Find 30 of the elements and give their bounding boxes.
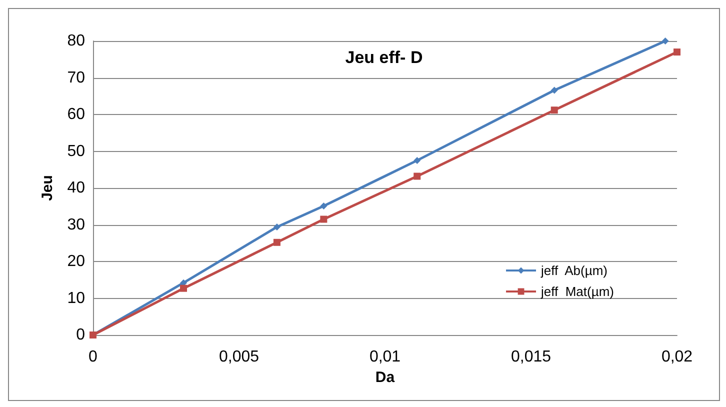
- y-axis-title: Jeu: [39, 175, 56, 201]
- y-tick-label: 20: [67, 253, 86, 270]
- y-tick-label: 30: [67, 216, 86, 234]
- x-tick-label: 0,005: [218, 348, 260, 366]
- point: [273, 238, 280, 246]
- legend-label: jeff Ab(µm): [540, 263, 608, 278]
- y-tick-label: 60: [67, 106, 86, 123]
- chart-title: Jeu eff- D: [345, 48, 423, 67]
- point: [320, 216, 328, 223]
- x-tick-label: 0,015: [510, 348, 552, 366]
- y-tick-label: 40: [67, 180, 86, 196]
- x-tick-label: 0,02: [661, 348, 693, 366]
- y-tick-label: 10: [67, 290, 86, 307]
- y-tick-label: 80: [67, 32, 86, 50]
- point: [674, 48, 680, 56]
- legend-label: jeff Mat(µm): [540, 284, 614, 299]
- point: [180, 284, 188, 292]
- y-tick-label: 0: [76, 326, 86, 344]
- x-tick-label: 0: [88, 348, 98, 366]
- point: [550, 86, 558, 94]
- point: [320, 202, 328, 210]
- point: [550, 106, 558, 114]
- point: [414, 172, 421, 180]
- point: [414, 156, 421, 164]
- y-tick-label: 50: [67, 142, 86, 160]
- point: [273, 223, 280, 230]
- x-tick-label: 0,01: [369, 348, 401, 366]
- point: [662, 38, 669, 44]
- x-axis-title: Da: [375, 368, 396, 386]
- y-tick-label: 70: [67, 69, 86, 86]
